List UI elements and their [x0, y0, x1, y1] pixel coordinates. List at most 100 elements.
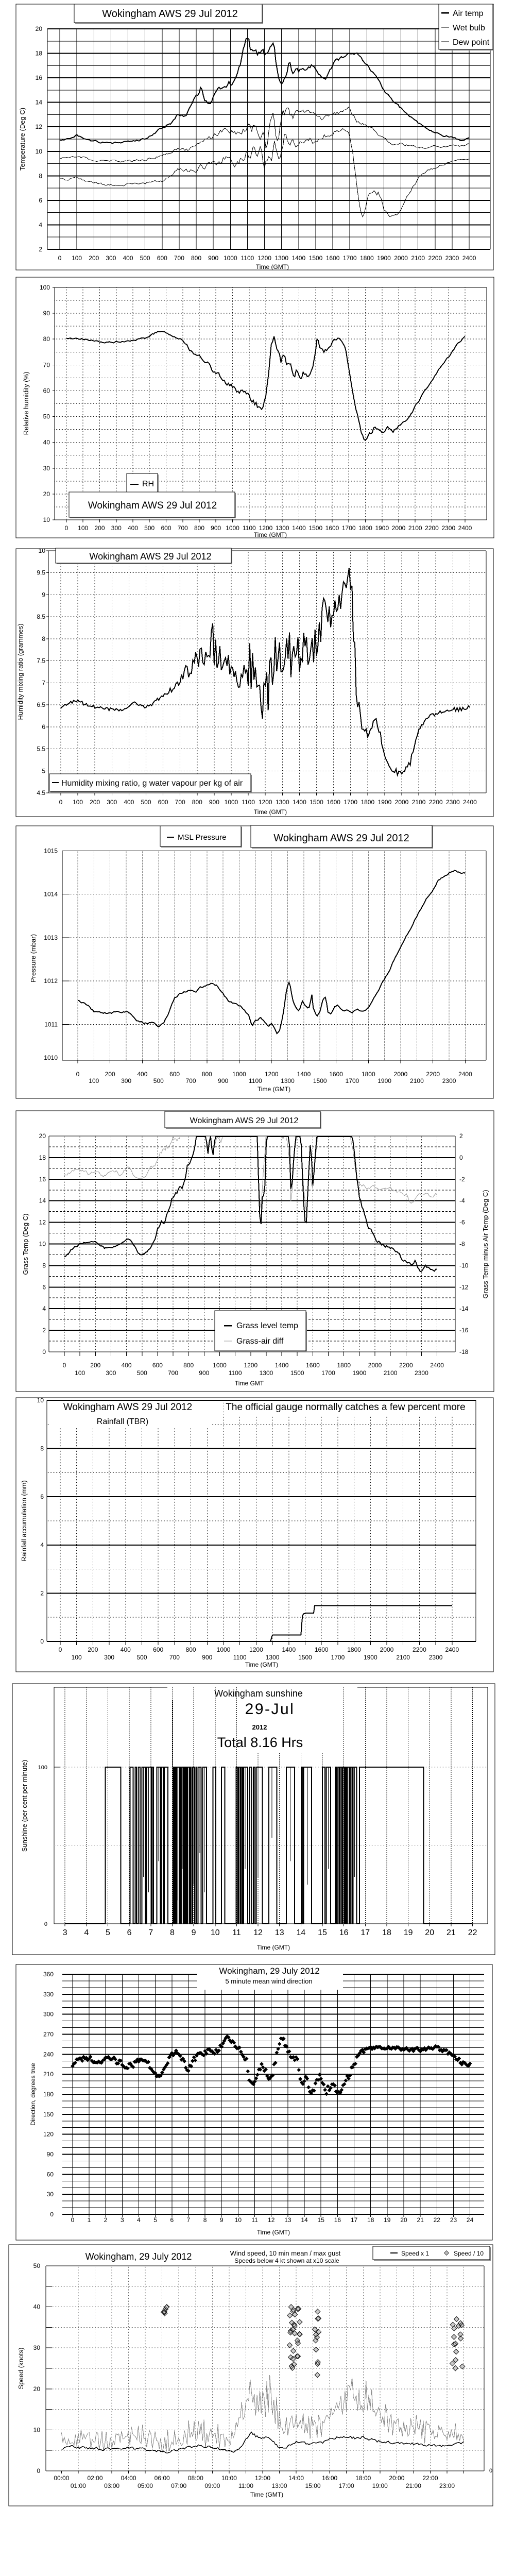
svg-text:10: 10: [211, 1928, 220, 1937]
svg-text:-18: -18: [459, 1348, 469, 1355]
svg-text:1600: 1600: [315, 1646, 329, 1653]
svg-text:Humidity mixing ratio, g water: Humidity mixing ratio, g water vapour pe…: [61, 779, 243, 788]
svg-text:1200: 1200: [259, 799, 272, 806]
svg-text:150: 150: [43, 2111, 54, 2118]
svg-text:3: 3: [63, 1928, 67, 1937]
svg-text:Wokingham, 29 July 2012: Wokingham, 29 July 2012: [85, 2251, 192, 2262]
svg-text:12: 12: [253, 1928, 263, 1937]
svg-text:300: 300: [104, 1654, 114, 1661]
svg-text:Relative humidity (%): Relative humidity (%): [22, 372, 30, 435]
svg-text:2300: 2300: [442, 1077, 456, 1084]
svg-text:1000: 1000: [217, 1646, 231, 1653]
svg-text:1000: 1000: [213, 1362, 227, 1369]
svg-text:1500: 1500: [313, 1077, 327, 1084]
svg-text:5.5: 5.5: [37, 745, 45, 753]
svg-text:Speeds below 4 kt shown at x10: Speeds below 4 kt shown at x10 scale: [234, 2257, 339, 2264]
svg-text:4.5: 4.5: [37, 789, 45, 796]
svg-text:01:00: 01:00: [71, 2482, 86, 2489]
svg-text:10: 10: [36, 148, 43, 155]
svg-text:19: 19: [404, 1928, 413, 1937]
svg-text:Wokingham AWS 29 Jul 2012: Wokingham AWS 29 Jul 2012: [89, 551, 211, 562]
svg-text:60: 60: [47, 2171, 54, 2178]
svg-text:MSL Pressure: MSL Pressure: [178, 833, 226, 842]
svg-text:0: 0: [40, 1638, 44, 1645]
svg-text:2200: 2200: [399, 1362, 413, 1369]
svg-text:1200: 1200: [258, 255, 271, 262]
svg-text:-12: -12: [459, 1283, 469, 1291]
svg-text:13: 13: [284, 2216, 291, 2224]
svg-text:0: 0: [489, 2468, 492, 2474]
svg-text:100: 100: [38, 1765, 47, 1771]
svg-text:03:00: 03:00: [104, 2482, 119, 2489]
svg-text:2200: 2200: [413, 1646, 426, 1653]
svg-text:1600: 1600: [327, 799, 340, 806]
svg-text:8: 8: [42, 635, 45, 642]
svg-text:900: 900: [209, 799, 219, 806]
svg-text:2100: 2100: [408, 524, 422, 532]
svg-text:300: 300: [106, 1369, 116, 1377]
svg-text:1900: 1900: [378, 799, 392, 806]
svg-text:600: 600: [158, 799, 168, 806]
svg-text:7.5: 7.5: [37, 657, 45, 665]
svg-text:2000: 2000: [392, 524, 406, 532]
svg-text:4: 4: [84, 1928, 89, 1937]
svg-text:100: 100: [40, 284, 50, 291]
svg-text:0: 0: [58, 255, 62, 262]
svg-text:10:00: 10:00: [221, 2475, 237, 2482]
svg-text:600: 600: [169, 1071, 180, 1078]
svg-text:24: 24: [467, 2216, 474, 2224]
svg-text:1015: 1015: [44, 848, 58, 855]
svg-text:Time (GMT): Time (GMT): [245, 1661, 278, 1668]
svg-text:29-Jul: 29-Jul: [245, 1701, 295, 1718]
svg-text:8: 8: [170, 1928, 175, 1937]
svg-text:900: 900: [202, 1654, 212, 1661]
svg-text:120: 120: [43, 2131, 54, 2138]
svg-text:600: 600: [152, 1362, 163, 1369]
svg-text:2400: 2400: [458, 1071, 472, 1078]
svg-text:Direction, degrees true: Direction, degrees true: [29, 2063, 37, 2126]
svg-text:1700: 1700: [342, 524, 356, 532]
svg-text:18: 18: [39, 1154, 46, 1161]
svg-text:1200: 1200: [259, 524, 273, 532]
svg-text:22: 22: [468, 1928, 477, 1937]
svg-text:11: 11: [232, 1928, 241, 1937]
svg-text:1600: 1600: [329, 1071, 343, 1078]
svg-text:210: 210: [43, 2071, 54, 2078]
svg-text:0: 0: [459, 1154, 463, 1161]
svg-text:Air temp: Air temp: [453, 9, 484, 18]
svg-text:5: 5: [42, 767, 45, 774]
svg-text:1200: 1200: [244, 1362, 258, 1369]
svg-text:-10: -10: [459, 1262, 469, 1269]
svg-text:07:00: 07:00: [171, 2482, 186, 2489]
svg-text:2400: 2400: [458, 524, 472, 532]
svg-text:800: 800: [194, 524, 204, 532]
svg-text:400: 400: [121, 1646, 131, 1653]
svg-text:1300: 1300: [266, 1654, 280, 1661]
svg-text:900: 900: [218, 1077, 228, 1084]
svg-text:02:00: 02:00: [87, 2475, 102, 2482]
svg-text:2000: 2000: [395, 799, 409, 806]
svg-text:Wet bulb: Wet bulb: [453, 24, 485, 32]
svg-text:16: 16: [339, 1928, 349, 1937]
svg-text:500: 500: [153, 1077, 164, 1084]
svg-text:2400: 2400: [430, 1362, 444, 1369]
svg-text:23: 23: [450, 2216, 457, 2224]
svg-text:1000: 1000: [224, 255, 237, 262]
svg-text:21:00: 21:00: [406, 2482, 421, 2489]
svg-text:600: 600: [153, 1646, 163, 1653]
svg-text:1500: 1500: [298, 1654, 312, 1661]
svg-text:2: 2: [40, 1589, 44, 1597]
svg-text:0: 0: [71, 2216, 74, 2224]
svg-text:900: 900: [199, 1369, 209, 1377]
svg-text:0: 0: [63, 1362, 66, 1369]
svg-text:2: 2: [104, 2216, 108, 2224]
svg-text:14: 14: [36, 99, 43, 106]
svg-text:13: 13: [275, 1928, 284, 1937]
svg-text:2100: 2100: [396, 1654, 410, 1661]
svg-text:2300: 2300: [445, 255, 459, 262]
svg-text:330: 330: [43, 1991, 54, 1998]
svg-text:-8: -8: [459, 1241, 465, 1248]
svg-text:18:00: 18:00: [355, 2475, 371, 2482]
svg-text:1700: 1700: [343, 255, 357, 262]
svg-text:21: 21: [447, 1928, 456, 1937]
